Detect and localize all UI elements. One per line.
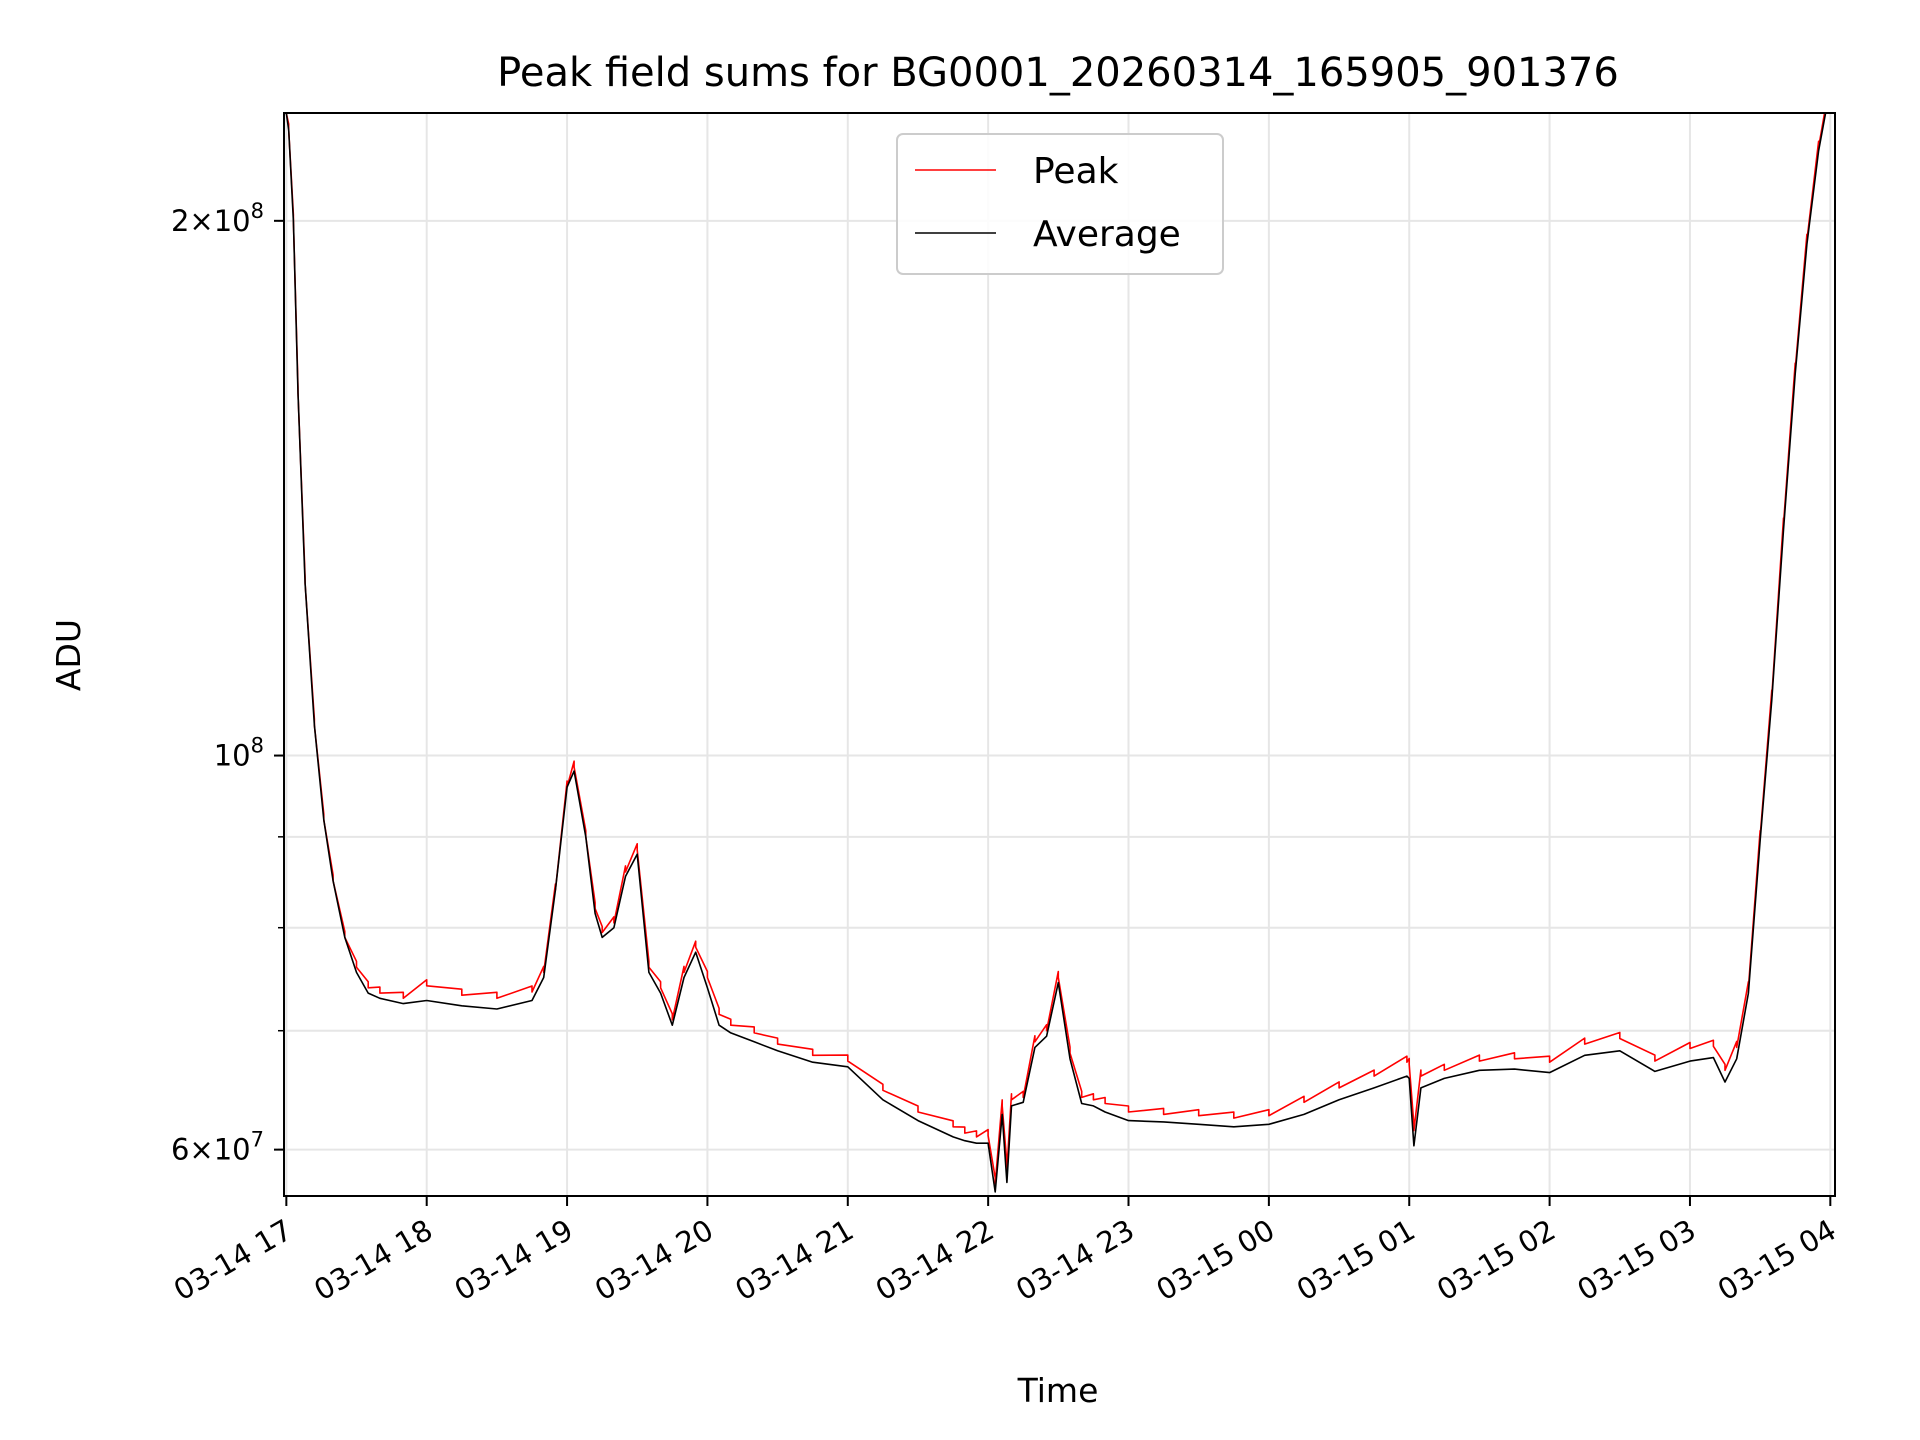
y-tick-label: 108 (214, 734, 264, 773)
y-axis-label: ADU (49, 619, 88, 691)
plot-area (284, 113, 1835, 1193)
x-axis-label: Time (1017, 1371, 1099, 1410)
y-tick-label: 2×108 (171, 199, 264, 238)
chart-title: Peak field sums for BG0001_20260314_1659… (497, 50, 1619, 96)
series-line-peak (284, 113, 1835, 1185)
legend-label-peak: Peak (1033, 151, 1119, 192)
series-line-average (284, 113, 1835, 1193)
axes-frame (283, 112, 1836, 1197)
y-axis: 6×107 108 2×108 (171, 199, 284, 1167)
legend-label-average: Average (1033, 214, 1181, 255)
legend-box (896, 133, 1224, 275)
legend: Peak Average (896, 133, 1224, 275)
y-tick-label: 6×107 (171, 1128, 264, 1167)
grid (284, 113, 1835, 1196)
